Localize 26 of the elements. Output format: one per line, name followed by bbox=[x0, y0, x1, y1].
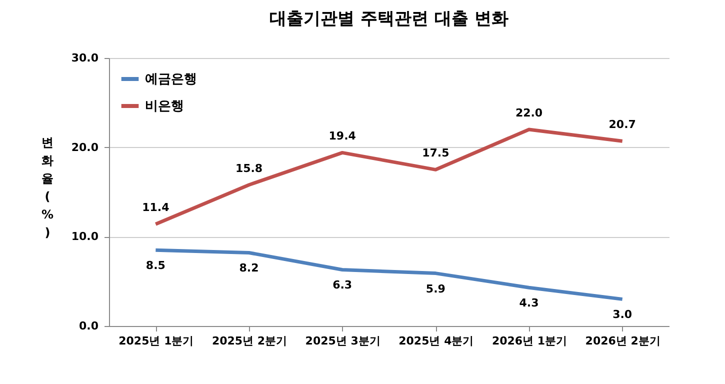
data-label: 19.4 bbox=[328, 130, 356, 143]
x-tick-label: 2025년 4분기 bbox=[398, 334, 474, 348]
y-tick-label: 0.0 bbox=[79, 320, 99, 332]
data-label: 11.4 bbox=[142, 201, 170, 214]
x-tick-label: 2025년 3분기 bbox=[305, 334, 380, 348]
y-tick-label: 10.0 bbox=[71, 230, 99, 244]
x-tick-label: 2026년 2분기 bbox=[585, 334, 660, 348]
data-label: 3.0 bbox=[612, 308, 632, 322]
data-label: 22.0 bbox=[515, 106, 543, 120]
data-label: 8.2 bbox=[239, 262, 259, 275]
x-tick-label: 2025년 2분기 bbox=[212, 334, 288, 348]
legend-label: 비은행 bbox=[145, 99, 184, 114]
data-label: 20.7 bbox=[608, 118, 636, 132]
legend-label: 예금은행 bbox=[145, 72, 197, 87]
data-label: 17.5 bbox=[422, 146, 450, 160]
y-axis-title: 변화율(%) bbox=[41, 136, 54, 240]
chart-title: 대출기관별 주택관련 대출 변화 bbox=[270, 9, 508, 29]
data-label: 15.8 bbox=[235, 162, 263, 175]
y-tick-label: 30.0 bbox=[71, 52, 99, 64]
data-label: 8.5 bbox=[146, 259, 166, 272]
x-tick-label: 2026년 1분기 bbox=[492, 334, 568, 348]
data-label: 5.9 bbox=[426, 282, 446, 296]
x-tick-label: 2025년 1분기 bbox=[118, 334, 194, 348]
y-tick-label: 20.0 bbox=[71, 140, 99, 154]
data-label: 4.3 bbox=[519, 296, 539, 310]
data-label: 6.3 bbox=[332, 278, 352, 292]
